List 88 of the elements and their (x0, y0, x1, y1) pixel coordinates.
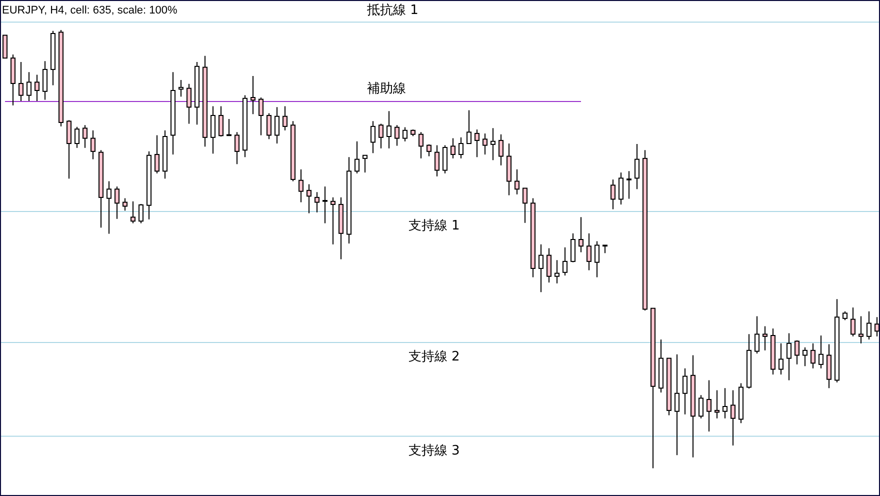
candlestick (66, 120, 72, 180)
ref-line-label: 支持線 1 (408, 218, 460, 234)
ref-line-label: 支持線 3 (408, 443, 460, 458)
candlestick (306, 184, 312, 214)
candlestick (762, 326, 768, 351)
candlestick (154, 134, 160, 174)
candlestick (522, 188, 528, 224)
candlestick (450, 138, 456, 159)
candlestick (626, 170, 632, 200)
candlestick (234, 132, 240, 165)
candlestick (722, 388, 728, 419)
candlestick (218, 106, 224, 138)
candlestick (250, 76, 256, 115)
candlestick (386, 110, 392, 149)
series-label: 補助線 (366, 81, 406, 96)
candlestick (546, 248, 552, 283)
candlestick (802, 346, 808, 367)
candlestick (122, 198, 128, 212)
candlestick (26, 72, 32, 102)
candlestick (634, 143, 640, 190)
candlestick (322, 186, 328, 224)
candlestick (106, 180, 112, 234)
candlestick (74, 126, 80, 148)
ref-line-label: 支持線 2 (408, 350, 460, 365)
candlestick (130, 200, 136, 224)
ref-line-label: 抵抗線 1 (366, 3, 418, 18)
candlestick (730, 390, 736, 446)
candlestick (418, 132, 424, 159)
candlestick (706, 380, 712, 432)
candlestick (754, 316, 760, 354)
candlestick (482, 132, 488, 155)
candlestick (866, 310, 872, 340)
candlestick (362, 154, 368, 173)
candlestick (370, 120, 376, 154)
candlestick (274, 106, 280, 144)
candlestick (82, 124, 88, 148)
candlestick (682, 368, 688, 415)
candlestick (586, 232, 592, 271)
candlestick (90, 130, 96, 160)
chart-title: EURJPY, H4, cell: 635, scale: 100% (2, 4, 178, 16)
candlestick (466, 110, 472, 144)
candlestick (210, 106, 216, 154)
candlestick (402, 126, 408, 142)
candlestick (42, 60, 48, 100)
candlestick (698, 394, 704, 419)
candlestick (794, 340, 800, 365)
candlestick (594, 240, 600, 278)
candlestick (810, 342, 816, 369)
candlestick (114, 186, 120, 220)
candlestick (18, 61, 24, 102)
candlestick (874, 316, 880, 337)
candlestick (298, 168, 304, 203)
candlestick (538, 244, 544, 293)
candlestick (554, 260, 560, 284)
candlestick (266, 112, 272, 140)
candlestick (786, 332, 792, 381)
candlestick (850, 306, 856, 337)
candlestick (818, 334, 824, 369)
candlestick (330, 196, 336, 245)
candlestick (498, 134, 504, 166)
candlestick (434, 144, 440, 177)
candlestick (314, 192, 320, 213)
candlestick (186, 83, 192, 124)
candlestick (490, 128, 496, 161)
candlestick (514, 168, 520, 195)
candlestick (2, 34, 8, 59)
candlestick (562, 246, 568, 276)
candlestick (354, 140, 360, 174)
candlestick (138, 204, 144, 224)
candlestick (570, 232, 576, 263)
candlestick (858, 316, 864, 344)
candlestick (610, 178, 616, 210)
candlestick (474, 128, 480, 158)
candlestick (282, 106, 288, 131)
candlestick (394, 124, 400, 146)
candlestick (442, 144, 448, 174)
candlestick (578, 216, 584, 253)
candlestick (426, 144, 432, 157)
candlestick (258, 97, 264, 136)
candlestick (618, 172, 624, 205)
candlestick (378, 123, 384, 149)
candlestick (674, 354, 680, 456)
candlestick (714, 390, 720, 419)
candlestick (458, 136, 464, 159)
candlestick (178, 79, 184, 98)
candlestick (34, 74, 40, 102)
candlestick (778, 342, 784, 376)
candlestick (226, 118, 232, 136)
